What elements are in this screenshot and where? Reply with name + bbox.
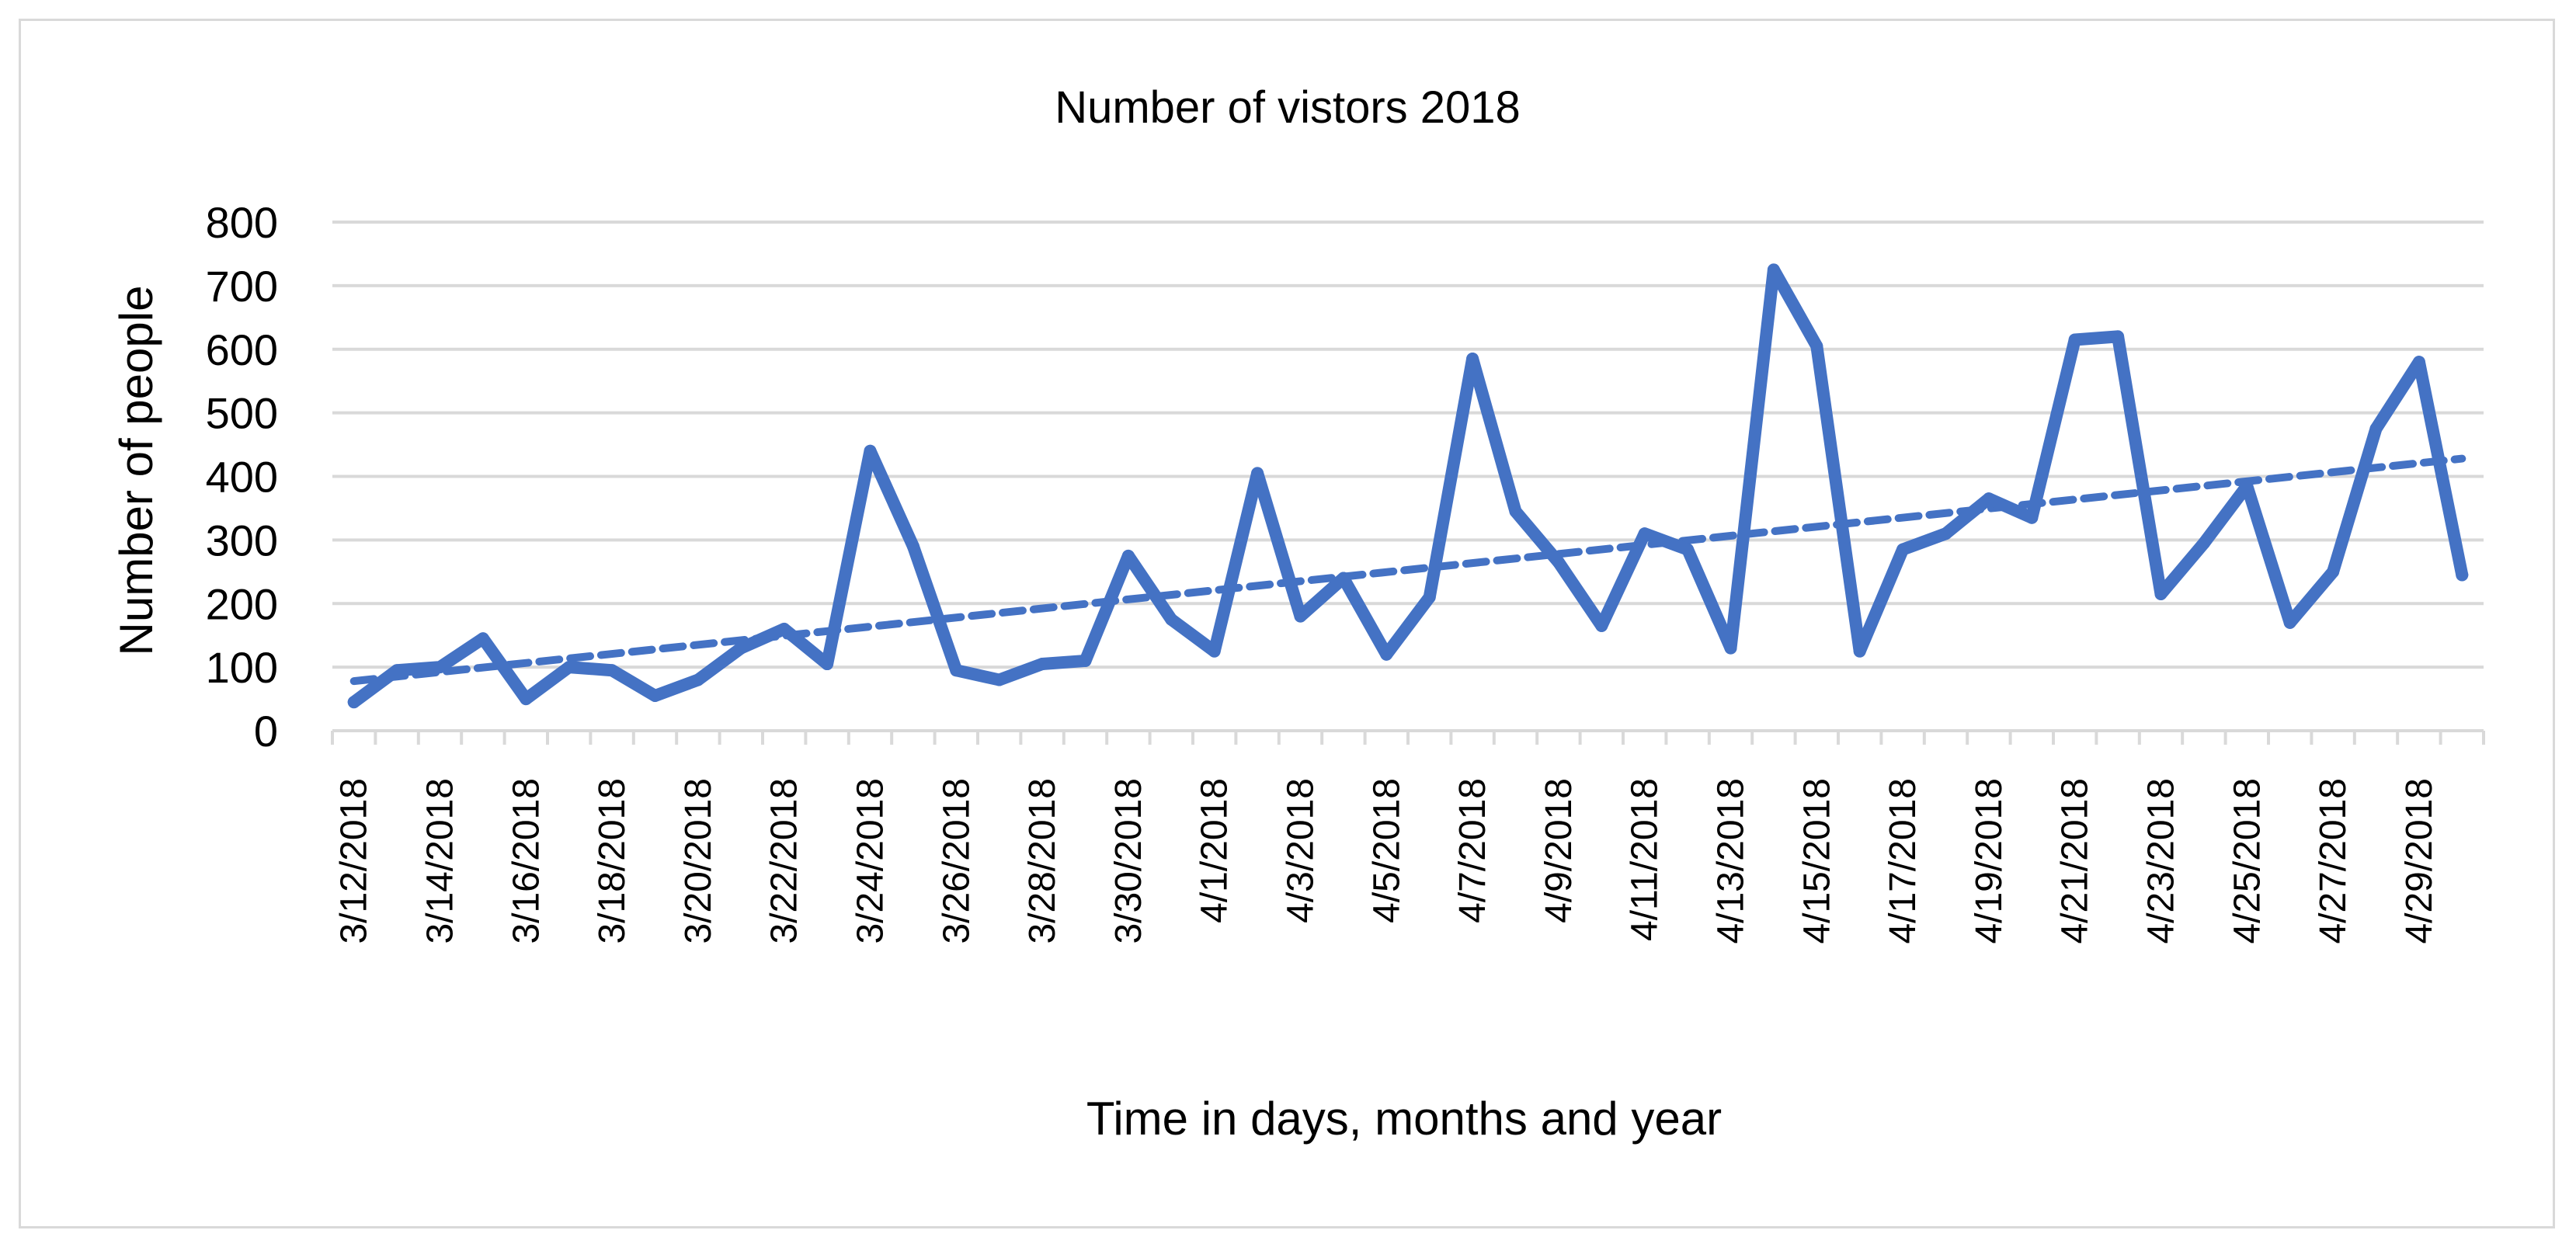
data-point xyxy=(821,658,834,671)
y-tick-label: 800 xyxy=(206,198,278,247)
x-tick-label: 3/28/2018 xyxy=(1022,778,1063,944)
data-point xyxy=(1552,556,1565,569)
data-point xyxy=(476,632,489,645)
x-tick-label: 3/18/2018 xyxy=(592,778,633,944)
x-tick-label: 4/17/2018 xyxy=(1882,778,1924,944)
trendline-layer xyxy=(349,454,2466,686)
data-point xyxy=(864,444,877,457)
data-point xyxy=(1079,654,1092,667)
x-tick-label: 3/22/2018 xyxy=(764,778,805,944)
data-point xyxy=(2327,565,2340,579)
data-point xyxy=(2412,356,2425,369)
y-tick-label: 0 xyxy=(254,707,278,756)
y-tick-label: 100 xyxy=(206,643,278,692)
chart-frame xyxy=(19,19,2555,1228)
data-point xyxy=(2154,587,2168,600)
x-tick-labels: 3/12/2018 3/14/2018 3/16/2018 3/18/2018 3/20… xyxy=(334,778,2440,944)
x-tick-label: 4/27/2018 xyxy=(2313,778,2354,944)
data-point xyxy=(1724,641,1737,655)
data-point xyxy=(1638,527,1651,540)
data-point xyxy=(1509,505,1522,518)
x-tick-label: 4/11/2018 xyxy=(1625,778,1666,941)
x-tick-label: 3/30/2018 xyxy=(1108,778,1149,944)
x-tick-label: 4/15/2018 xyxy=(1796,778,1837,944)
y-tick-label: 500 xyxy=(206,389,278,438)
data-point xyxy=(2197,537,2210,550)
data-point xyxy=(562,661,575,674)
data-point xyxy=(520,693,533,706)
y-tick-label: 400 xyxy=(206,453,278,502)
data-point xyxy=(606,664,619,677)
data-point xyxy=(1853,645,1866,658)
data-point xyxy=(691,673,704,686)
x-tick-label: 3/26/2018 xyxy=(936,778,977,944)
y-tick-labels: 0 100 200 300 400 500 600 700 800 xyxy=(206,198,278,756)
y-tick-label: 700 xyxy=(206,262,278,311)
data-point xyxy=(735,641,748,655)
data-point xyxy=(1036,658,1049,671)
data-point xyxy=(950,664,963,677)
x-tick-label: 3/20/2018 xyxy=(678,778,719,944)
data-point xyxy=(2456,568,2469,582)
data-point xyxy=(1595,619,1608,632)
data-point xyxy=(433,661,447,674)
gridlines xyxy=(331,221,2485,745)
y-tick-label: 600 xyxy=(206,325,278,374)
x-tick-label: 4/21/2018 xyxy=(2055,778,2096,944)
data-point xyxy=(2283,616,2296,629)
data-point xyxy=(1121,549,1135,562)
x-tick-label: 4/9/2018 xyxy=(1538,778,1580,923)
x-tick-label: 4/3/2018 xyxy=(1281,778,1322,923)
x-tick-label: 4/5/2018 xyxy=(1366,778,1407,923)
x-tick-label: 4/25/2018 xyxy=(2227,778,2268,944)
data-point xyxy=(1208,645,1221,658)
data-point xyxy=(906,540,920,553)
data-point xyxy=(2068,333,2081,346)
y-axis-label: Number of people xyxy=(110,286,162,656)
data-point xyxy=(1294,610,1307,623)
x-tick-label: 4/13/2018 xyxy=(1711,778,1752,944)
x-axis-label: Time in days, months and year xyxy=(1086,1093,1722,1145)
data-point xyxy=(1337,572,1350,585)
data-point xyxy=(1380,648,1393,661)
y-tick-label: 200 xyxy=(206,579,278,628)
data-point xyxy=(777,623,791,635)
y-tick-label: 300 xyxy=(206,516,278,565)
x-tick-label: 4/7/2018 xyxy=(1452,778,1493,923)
data-point xyxy=(648,689,662,702)
data-point xyxy=(1423,591,1436,604)
data-point xyxy=(1251,467,1264,480)
data-point xyxy=(1767,263,1780,276)
data-point xyxy=(2241,479,2254,492)
data-point xyxy=(993,673,1006,686)
x-tick-label: 4/23/2018 xyxy=(2141,778,2182,944)
data-point xyxy=(1165,613,1178,626)
data-point xyxy=(1896,543,1910,556)
data-point xyxy=(1939,527,1952,540)
x-tick-label: 4/19/2018 xyxy=(1969,778,2010,944)
data-point xyxy=(347,696,360,709)
data-point xyxy=(391,664,404,677)
data-point xyxy=(1982,492,1995,506)
x-tick-label: 3/24/2018 xyxy=(850,778,892,944)
data-point xyxy=(2112,330,2125,343)
data-point xyxy=(1681,543,1695,556)
series-layer xyxy=(347,263,2469,709)
x-tick-label: 3/12/2018 xyxy=(334,778,375,944)
chart-title: Number of vistors 2018 xyxy=(1055,82,1521,133)
data-point xyxy=(1466,353,1479,366)
series-line xyxy=(347,263,2469,709)
trendline xyxy=(349,454,2466,686)
data-point xyxy=(2025,511,2039,524)
x-tick-label: 3/16/2018 xyxy=(506,778,547,944)
data-point xyxy=(1810,339,1823,353)
x-tick-label: 4/29/2018 xyxy=(2399,778,2440,944)
x-tick-label: 4/1/2018 xyxy=(1194,778,1236,923)
x-tick-label: 3/14/2018 xyxy=(420,778,461,944)
data-point xyxy=(2369,422,2383,436)
